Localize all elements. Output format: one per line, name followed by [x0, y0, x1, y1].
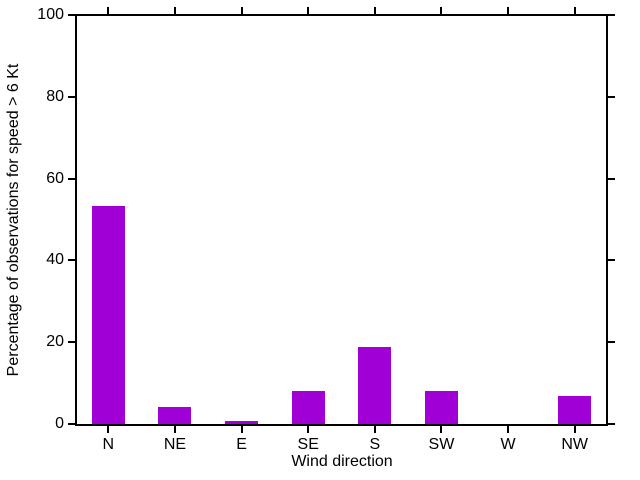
y-tick-label: 0 [55, 415, 64, 432]
bar-se [292, 391, 325, 424]
y-tick-label: 40 [46, 251, 64, 269]
bar-e [225, 421, 258, 424]
y-tick-label: 80 [46, 87, 64, 105]
x-tick-label-e: E [236, 436, 247, 453]
x-tick-bottom [240, 426, 243, 433]
x-tick-label-sw: SW [428, 436, 455, 453]
x-tick-bottom [307, 426, 310, 433]
y-tick-right [608, 177, 615, 180]
x-tick-bottom [440, 426, 443, 433]
y-tick-label: 60 [46, 169, 64, 187]
x-tick-top [573, 7, 576, 14]
y-tick-right [608, 14, 615, 16]
y-tick-left [68, 14, 75, 16]
x-tick-top [240, 7, 243, 14]
y-tick-left [68, 341, 75, 344]
bar-n [92, 206, 125, 424]
x-tick-bottom [573, 426, 576, 433]
x-tick-top [307, 7, 310, 14]
y-tick-right [608, 259, 615, 262]
bar-ne [158, 407, 191, 424]
x-tick-label-n: N [102, 436, 115, 453]
plot-area [75, 14, 608, 426]
x-tick-top [107, 7, 110, 14]
x-tick-top [173, 7, 176, 14]
x-tick-bottom [507, 426, 510, 433]
x-axis-label: Wind direction [291, 453, 393, 470]
bar-s [358, 347, 391, 424]
x-tick-label-se: SE [297, 436, 319, 453]
y-tick-left [68, 95, 75, 98]
y-tick-right [608, 341, 615, 344]
x-tick-label-nw: NW [561, 436, 589, 453]
x-tick-bottom [373, 426, 376, 433]
x-tick-top [440, 7, 443, 14]
x-tick-label-s: S [369, 436, 381, 453]
x-tick-top [373, 7, 376, 14]
y-tick-right [608, 95, 615, 98]
x-tick-bottom [107, 426, 110, 433]
y-tick-left [68, 177, 75, 180]
x-tick-label-w: W [500, 436, 516, 453]
y-tick-label: 100 [37, 6, 64, 23]
y-axis-label-text: Percentage of observations for speed > 6… [5, 63, 22, 377]
y-tick-left [68, 259, 75, 262]
x-tick-top [507, 7, 510, 14]
bar-nw [558, 396, 591, 424]
y-tick-left [68, 423, 75, 425]
y-tick-label: 20 [46, 333, 64, 351]
bar-sw [425, 391, 458, 424]
x-tick-bottom [173, 426, 176, 433]
y-tick-right [608, 423, 615, 425]
x-tick-label-ne: NE [163, 436, 187, 453]
